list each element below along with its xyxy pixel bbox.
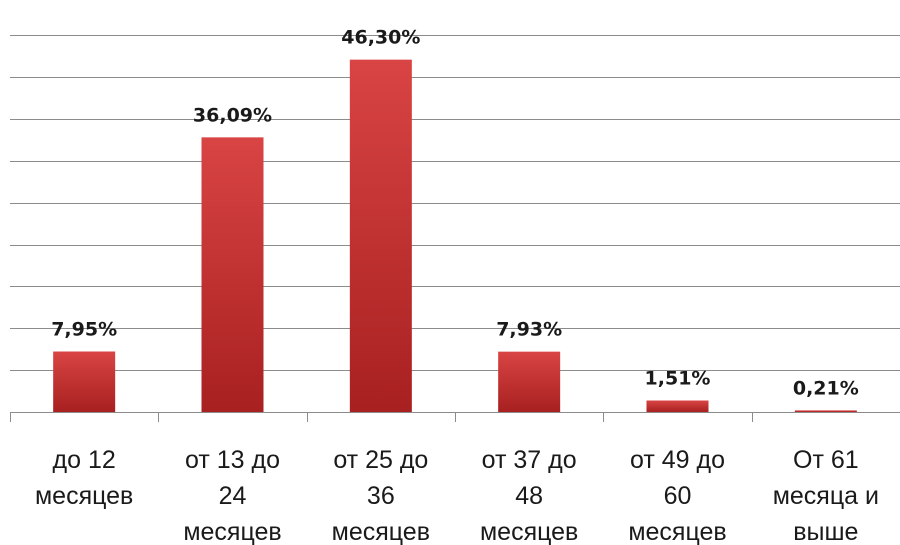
category-label: до 12 месяцев	[35, 446, 133, 510]
data-label: 36,09%	[193, 104, 272, 126]
category-label-line: 36	[367, 482, 395, 510]
data-labels: 7,95% 36,09% 46,30% 7,93% 1,51% 0,21%	[51, 27, 859, 400]
category-label-line: месяцев	[35, 482, 133, 510]
category-label-line: месяцев	[332, 518, 430, 545]
category-label-line: выше	[793, 518, 858, 545]
category-label-line: От 61	[793, 446, 859, 474]
category-label: От 61 месяца и выше	[773, 446, 879, 545]
gridlines	[10, 36, 900, 371]
data-label: 1,51%	[645, 368, 711, 390]
category-label-line: месяцев	[183, 518, 281, 545]
data-label: 7,93%	[496, 319, 562, 341]
category-label: от 13 до 24 месяцев	[183, 446, 281, 545]
data-label: 46,30%	[341, 27, 420, 49]
bar	[795, 410, 857, 412]
category-label: от 25 до 36 месяцев	[332, 446, 430, 545]
bar	[498, 352, 560, 412]
category-label-line: от 13 до	[185, 446, 280, 474]
category-label-line: от 49 до	[630, 446, 725, 474]
category-label-line: месяцев	[628, 518, 726, 545]
category-label-line: месяцев	[480, 518, 578, 545]
category-label-line: 24	[219, 482, 247, 510]
bar	[647, 401, 709, 412]
x-axis	[10, 412, 900, 422]
bar	[53, 352, 115, 412]
bars	[53, 60, 857, 412]
bar	[202, 137, 264, 412]
category-label-line: месяца и	[773, 482, 879, 510]
bar	[350, 60, 412, 412]
category-label-line: 48	[515, 482, 543, 510]
data-label: 0,21%	[793, 377, 859, 399]
data-label: 7,95%	[51, 319, 117, 341]
category-label-line: до 12	[53, 446, 116, 474]
category-label: от 37 до 48 месяцев	[480, 446, 578, 545]
category-label-line: 60	[664, 482, 692, 510]
category-labels: до 12 месяцев от 13 до 24 месяцев от 25 до 36 м…	[35, 446, 879, 545]
category-label: от 49 до 60 месяцев	[628, 446, 726, 545]
category-label-line: от 25 до	[333, 446, 428, 474]
category-label-line: от 37 до	[482, 446, 577, 474]
